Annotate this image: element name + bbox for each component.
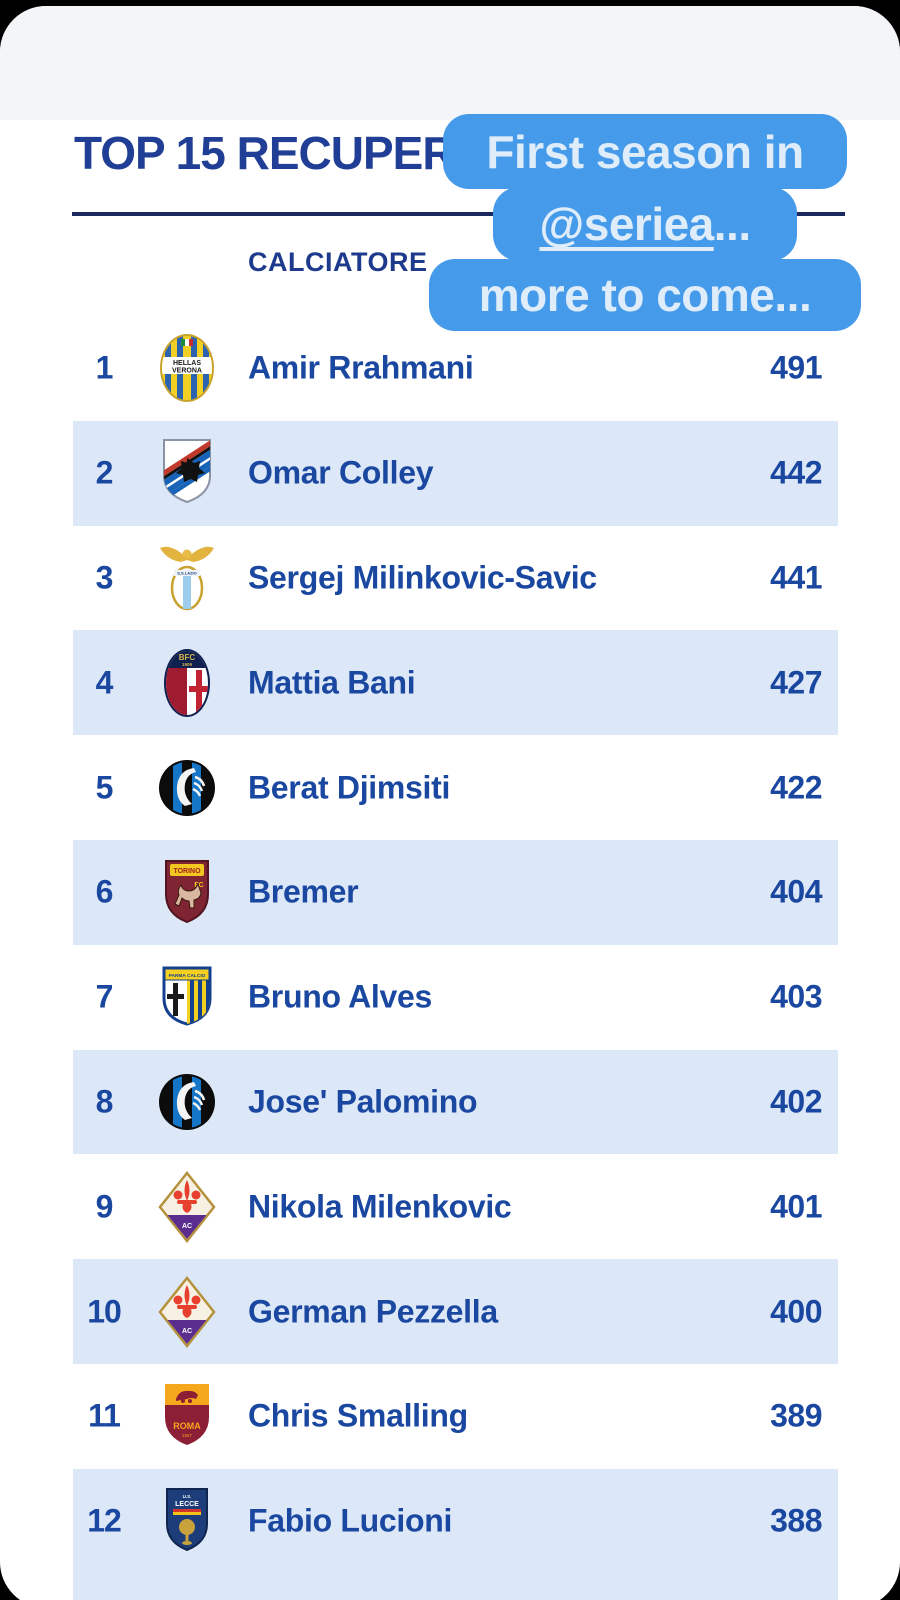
table-row: 2 Omar Colley 442 <box>0 420 900 526</box>
atalanta-badge <box>155 751 219 825</box>
player-name: Nikola Milenkovic <box>248 1188 512 1225</box>
hellas-verona-badge <box>155 331 219 405</box>
sticker-text: more to come... <box>478 269 812 321</box>
rank-cell: 3 <box>95 559 114 596</box>
rank-cell: 8 <box>95 1083 114 1120</box>
table-row: 4 Mattia Bani 427 <box>0 630 900 736</box>
player-name: German Pezzella <box>248 1293 498 1330</box>
atalanta-badge <box>155 1065 219 1139</box>
player-name: Sergej Milinkovic-Savic <box>248 559 597 596</box>
badge-cell <box>152 1154 222 1259</box>
rank-cell: 2 <box>95 454 114 491</box>
value-cell: 389 <box>770 1397 822 1434</box>
lazio-badge <box>155 541 219 615</box>
player-name: Jose' Palomino <box>248 1083 478 1120</box>
value-cell: 403 <box>770 978 822 1015</box>
rank-cell: 7 <box>95 978 114 1015</box>
page-title: TOP 15 RECUPERI <box>74 127 467 179</box>
sampdoria-badge <box>155 436 219 510</box>
value-cell: 441 <box>770 559 822 596</box>
lecce-badge <box>155 1484 219 1558</box>
player-name: Berat Djimsiti <box>248 769 451 806</box>
value-cell: 404 <box>770 873 822 910</box>
table-row: 12 Fabio Lucioni 388 <box>0 1468 900 1600</box>
badge-cell <box>152 526 222 631</box>
bologna-badge <box>155 646 219 720</box>
fiorentina-badge <box>155 1170 219 1244</box>
fiorentina-badge <box>155 1275 219 1349</box>
rank-cell: 12 <box>87 1502 122 1539</box>
value-cell: 400 <box>770 1293 822 1330</box>
table-row: 9 Nikola Milenkovic 401 <box>0 1154 900 1259</box>
table-row: 3 Sergej Milinkovic-Savic 441 <box>0 526 900 631</box>
badge-cell <box>152 1050 222 1155</box>
player-name: Fabio Lucioni <box>248 1502 453 1539</box>
recoveries-table: 1 Amir Rrahmani 491 2 Omar Colley 442 3 … <box>0 316 900 1600</box>
rank-cell: 11 <box>88 1397 121 1434</box>
badge-cell <box>152 316 222 421</box>
value-cell: 388 <box>770 1502 822 1539</box>
rank-cell: 10 <box>87 1293 122 1330</box>
rank-cell: 1 <box>95 349 114 386</box>
rank-cell: 6 <box>95 873 114 910</box>
value-cell: 422 <box>770 769 822 806</box>
title-divider-line <box>72 212 845 216</box>
parma-badge <box>155 960 219 1034</box>
player-name: Chris Smalling <box>248 1397 468 1434</box>
table-row: 1 Amir Rrahmani 491 <box>0 316 900 421</box>
seriea-mention-link[interactable]: @seriea <box>539 198 714 250</box>
sticker-text: First season in <box>486 125 804 178</box>
badge-cell <box>152 1259 222 1364</box>
column-header-calciatore: CALCIATORE <box>248 247 428 277</box>
player-name: Amir Rrahmani <box>248 349 474 386</box>
value-cell: 491 <box>770 349 822 386</box>
sticker-text: ... <box>713 198 751 250</box>
rank-cell: 9 <box>95 1188 114 1225</box>
badge-cell <box>152 1364 222 1469</box>
value-cell: 442 <box>770 454 822 491</box>
header-strip <box>0 6 900 120</box>
badge-cell <box>152 735 222 840</box>
badge-cell <box>152 421 222 526</box>
badge-cell <box>152 630 222 735</box>
table-row: 7 Bruno Alves 403 <box>0 945 900 1050</box>
table-row: 8 Jose' Palomino 402 <box>0 1049 900 1155</box>
badge-cell <box>152 840 222 945</box>
instagram-text-sticker[interactable]: First season in @seriea ... more to come… <box>429 114 861 331</box>
player-name: Bremer <box>248 873 359 910</box>
sticker-line-2: @seriea ... <box>493 187 797 261</box>
value-cell: 402 <box>770 1083 822 1120</box>
table-row: 6 Bremer 404 <box>0 839 900 945</box>
table-row: 11 Chris Smalling 389 <box>0 1364 900 1469</box>
sticker-line-1: First season in <box>443 114 847 189</box>
badge-cell <box>152 1469 222 1574</box>
roma-badge <box>155 1379 219 1453</box>
player-name: Bruno Alves <box>248 978 432 1015</box>
sticker-line-3: more to come... <box>429 259 861 331</box>
table-row: 10 German Pezzella 400 <box>0 1259 900 1364</box>
value-cell: 401 <box>770 1188 822 1225</box>
player-name: Mattia Bani <box>248 664 416 701</box>
rank-cell: 5 <box>95 769 114 806</box>
value-cell: 427 <box>770 664 822 701</box>
badge-cell <box>152 945 222 1050</box>
table-row: 5 Berat Djimsiti 422 <box>0 735 900 840</box>
torino-badge <box>155 855 219 929</box>
player-name: Omar Colley <box>248 454 434 491</box>
rank-cell: 4 <box>95 664 114 701</box>
